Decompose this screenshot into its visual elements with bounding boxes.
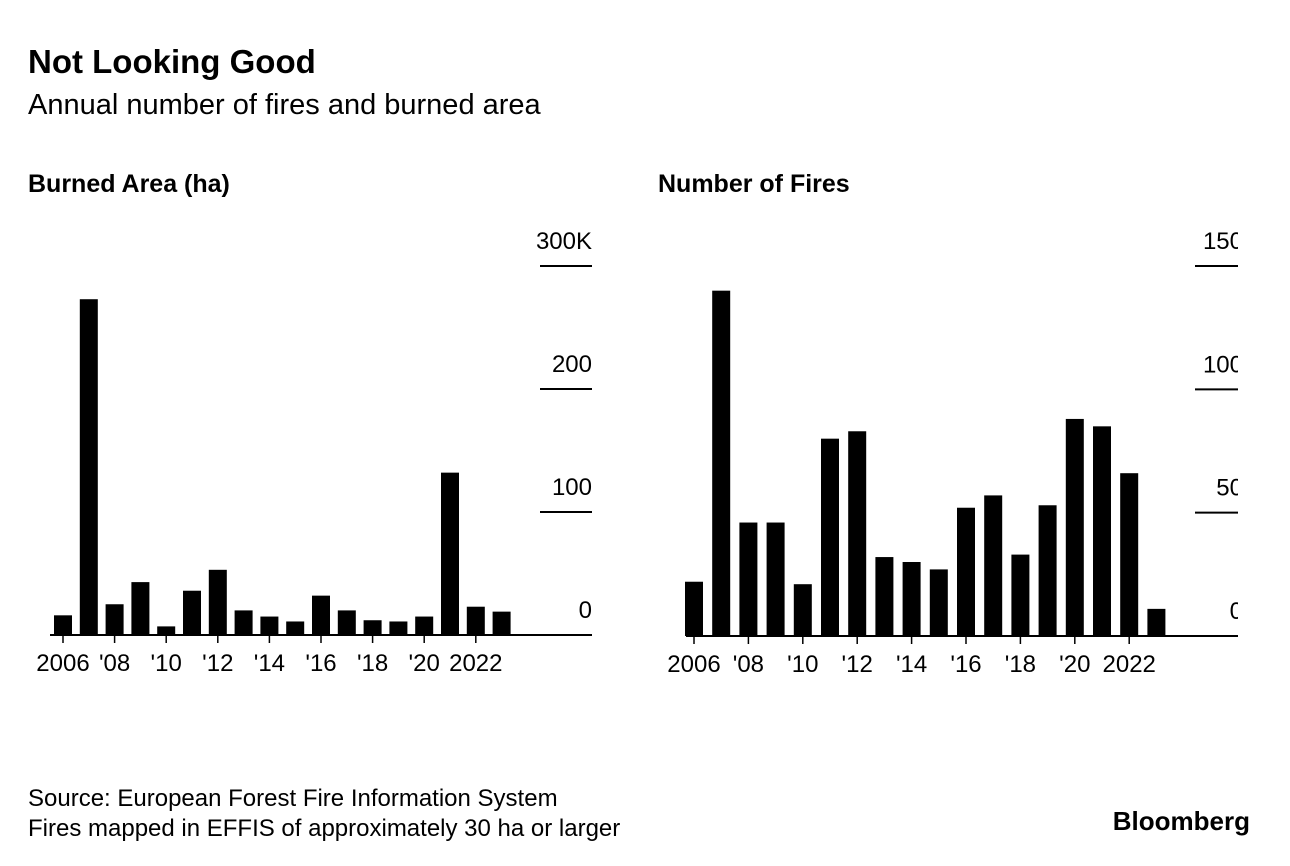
bar (875, 557, 894, 636)
chart-title: Number of Fires (658, 170, 850, 198)
x-tick-label: 2022 (449, 650, 502, 677)
bar (105, 604, 124, 635)
source: Source: European Forest Fire Information… (28, 785, 558, 812)
bar (848, 431, 867, 636)
bar (260, 616, 279, 635)
x-tick-label: '12 (202, 650, 233, 677)
bar (183, 590, 201, 635)
bar (492, 611, 511, 635)
bar (337, 610, 356, 635)
note: Fires mapped in EFFIS of approximately 3… (28, 815, 620, 842)
bar (1120, 473, 1139, 636)
x-tick-label: '18 (357, 650, 388, 677)
bar (821, 438, 839, 636)
bar (208, 569, 227, 635)
bar (685, 581, 703, 636)
bar (1011, 554, 1030, 636)
bar (389, 621, 408, 635)
bar (984, 495, 1003, 636)
bar (929, 569, 948, 636)
x-tick-label: 2022 (1103, 651, 1156, 678)
y-tick-label: 300K (536, 228, 592, 255)
x-tick-label: '16 (305, 650, 336, 677)
x-tick-label: '08 (733, 651, 764, 678)
x-tick-label: '16 (950, 651, 981, 678)
bar (441, 472, 459, 635)
bar (131, 582, 150, 635)
bar (1038, 505, 1057, 636)
bar (415, 616, 434, 635)
brand: Bloomberg (1113, 806, 1250, 836)
bar (157, 626, 176, 635)
x-tick-label: 2006 (36, 650, 89, 677)
y-tick-label: 100 (552, 474, 592, 501)
y-tick-label: 150 (1203, 228, 1243, 255)
y-tick-label: 50 (1216, 475, 1243, 502)
bar (54, 615, 72, 635)
x-tick-label: '18 (1005, 651, 1036, 678)
bar (902, 562, 921, 636)
y-tick-label: 100 (1203, 351, 1243, 378)
x-tick-label: '10 (787, 651, 818, 678)
x-tick-label: '14 (896, 651, 927, 678)
y-tick-label: 200 (552, 351, 592, 378)
x-tick-label: 2006 (667, 651, 720, 678)
x-tick-label: '12 (842, 651, 873, 678)
bar (79, 299, 98, 635)
bar (234, 610, 253, 635)
x-tick-label: '20 (1059, 651, 1090, 678)
bar (793, 584, 812, 636)
y-tick-label: 0 (579, 597, 592, 624)
x-tick-label: '08 (99, 650, 130, 677)
bar (312, 595, 330, 635)
bar (286, 621, 305, 635)
bar (1147, 608, 1166, 636)
subtitle: Annual number of fires and burned area (28, 89, 542, 121)
y-tick-label: 0 (1230, 598, 1243, 625)
bar (739, 522, 758, 636)
x-tick-label: '10 (151, 650, 182, 677)
chart-fires: 0 50 100 150 2006 '08 '10 '12 '14 '16 '18 '20 2022 (667, 228, 1243, 678)
chart-burned-area: 0 100 200 300K 2006 '08 '10 '12 '14 '16 '18 '20 2022 (36, 228, 592, 677)
bar (1093, 426, 1111, 636)
x-tick-label: '14 (254, 650, 285, 677)
bar (363, 620, 382, 635)
x-tick-label: '20 (409, 650, 440, 677)
bar (466, 606, 485, 635)
bar (1065, 418, 1084, 636)
bar (766, 522, 785, 636)
bar (712, 290, 731, 636)
chart-title: Burned Area (ha) (28, 170, 230, 198)
bar (957, 507, 975, 636)
title: Not Looking Good (28, 43, 316, 80)
